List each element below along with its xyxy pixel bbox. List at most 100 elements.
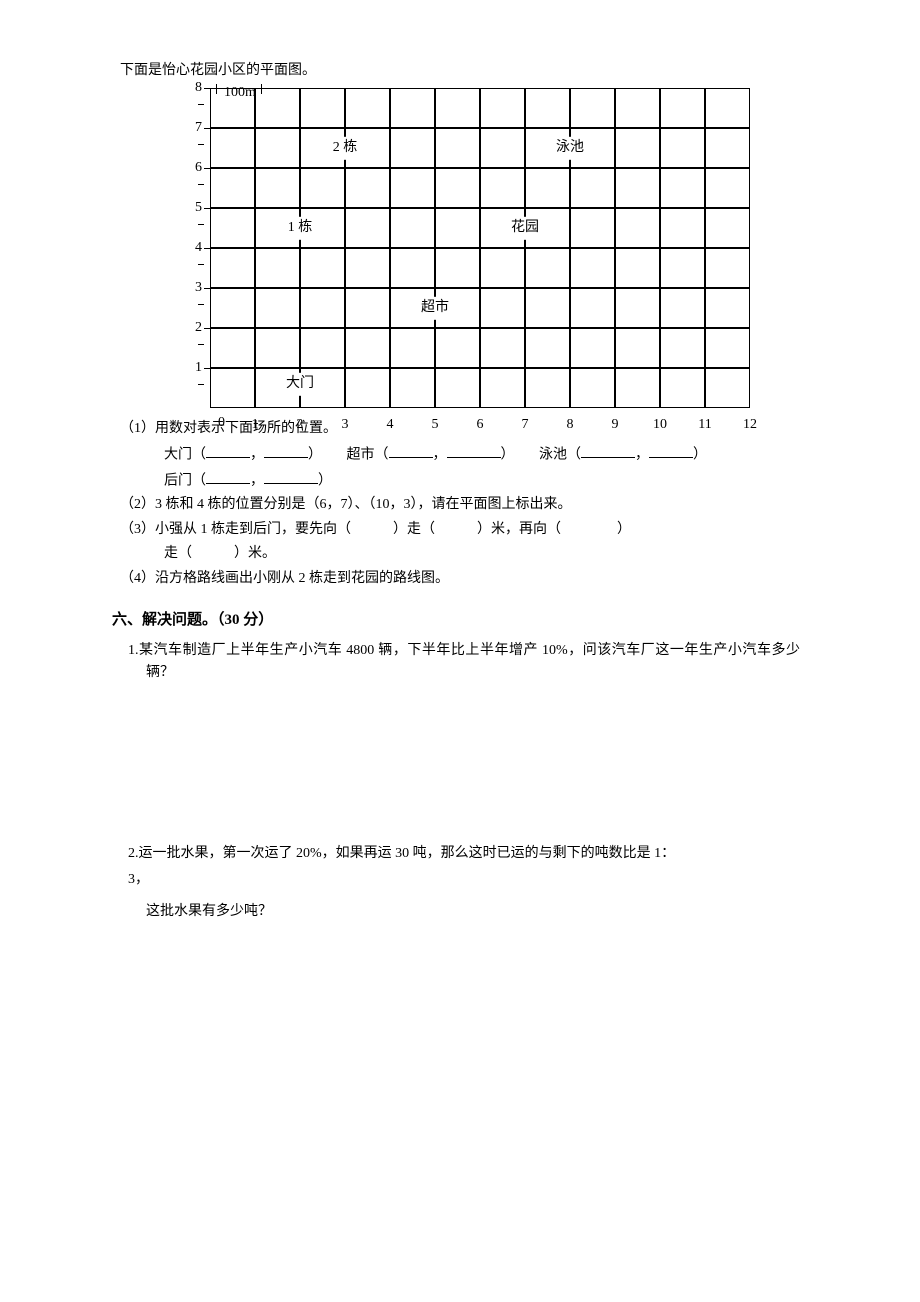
grid-cell xyxy=(255,248,300,288)
grid-cell xyxy=(300,328,345,368)
grid-cell xyxy=(570,328,615,368)
grid-cell xyxy=(435,128,480,168)
y-tick-label: 5 xyxy=(195,197,202,219)
grid-cell xyxy=(660,368,705,408)
grid-cell xyxy=(255,88,300,128)
y-tick-mark xyxy=(204,288,210,289)
y-tick-label: 4 xyxy=(195,237,202,259)
grid-cell xyxy=(705,128,750,168)
q1-chaoshi: 超市（ xyxy=(347,447,389,462)
grid-cell xyxy=(660,328,705,368)
y-tick-mark xyxy=(204,328,210,329)
blank[interactable] xyxy=(206,469,250,484)
grid-cell xyxy=(390,168,435,208)
grid-cell xyxy=(255,288,300,328)
y-tick-mark xyxy=(204,128,210,129)
grid-cell xyxy=(345,288,390,328)
sep: ， xyxy=(635,447,649,462)
y-tick-mark xyxy=(204,368,210,369)
grid-label: 泳池 xyxy=(554,137,586,159)
grid-cell xyxy=(705,88,750,128)
grid-cell xyxy=(255,328,300,368)
grid-cell xyxy=(210,168,255,208)
grid-cell xyxy=(480,328,525,368)
work-space xyxy=(120,689,800,839)
x-tick-label: 11 xyxy=(698,414,711,436)
grid-cell xyxy=(255,168,300,208)
y-tick-mark xyxy=(198,224,204,225)
y-tick-mark xyxy=(198,384,204,385)
grid-cell xyxy=(615,208,660,248)
close: ） xyxy=(308,447,322,462)
floor-plan-chart: 123456781234567891011120100m2 栋泳池1 栋花园超市… xyxy=(210,88,800,408)
x-tick-label: 8 xyxy=(567,414,574,436)
grid-cell xyxy=(435,168,480,208)
grid-cell xyxy=(390,248,435,288)
y-tick-mark xyxy=(204,168,210,169)
grid-cell xyxy=(480,168,525,208)
grid-cell xyxy=(345,208,390,248)
problem-2-line2: 3， xyxy=(128,869,800,891)
grid-cell xyxy=(210,248,255,288)
grid-cell xyxy=(345,368,390,408)
grid-cell xyxy=(210,208,255,248)
grid-cell xyxy=(570,288,615,328)
grid-cell xyxy=(660,128,705,168)
grid-label: 大门 xyxy=(284,373,316,395)
blank[interactable] xyxy=(581,443,635,458)
grid-cell xyxy=(705,208,750,248)
x-tick-label: 4 xyxy=(387,414,394,436)
y-tick-mark xyxy=(204,88,210,89)
grid-label: 花园 xyxy=(509,217,541,239)
q1-damen: 大门（ xyxy=(164,447,206,462)
grid-cell xyxy=(660,248,705,288)
sep: ， xyxy=(433,447,447,462)
x-tick-label: 3 xyxy=(342,414,349,436)
grid-cell xyxy=(480,248,525,288)
grid-cell xyxy=(705,168,750,208)
grid-cell xyxy=(660,168,705,208)
grid-cell xyxy=(570,208,615,248)
grid-cell xyxy=(300,88,345,128)
grid-cell xyxy=(705,368,750,408)
y-tick-mark xyxy=(198,144,204,145)
q4: （4）沿方格路线画出小刚从 2 栋走到花园的路线图。 xyxy=(120,568,800,590)
blank[interactable] xyxy=(649,443,693,458)
grid-cell xyxy=(390,128,435,168)
grid-cell xyxy=(615,88,660,128)
x-tick-label: 6 xyxy=(477,414,484,436)
close: ） xyxy=(318,473,332,488)
grid-cell xyxy=(480,128,525,168)
x-tick-label: 2 xyxy=(297,414,304,436)
q3a: （3）小强从 1 栋走到后门，要先向（ ）走（ ）米，再向（ ） xyxy=(120,519,800,541)
blank[interactable] xyxy=(206,443,250,458)
blank[interactable] xyxy=(447,443,501,458)
grid-cell xyxy=(390,368,435,408)
grid-cell xyxy=(435,328,480,368)
blank[interactable] xyxy=(389,443,433,458)
grid-cell xyxy=(660,88,705,128)
grid-cell xyxy=(300,288,345,328)
grid-cell xyxy=(390,208,435,248)
grid-cell xyxy=(615,368,660,408)
blank[interactable] xyxy=(264,469,318,484)
grid-cell xyxy=(300,248,345,288)
grid-cell xyxy=(435,368,480,408)
scale-label: 100m xyxy=(224,82,256,104)
blank[interactable] xyxy=(264,443,308,458)
q1-line2: 后门（，） xyxy=(164,469,800,493)
grid-cell xyxy=(705,248,750,288)
grid-cell xyxy=(210,328,255,368)
grid-cell xyxy=(660,208,705,248)
q1-houmen: 后门（ xyxy=(164,473,206,488)
grid-cell xyxy=(435,208,480,248)
grid-cell xyxy=(210,368,255,408)
grid-cell xyxy=(210,128,255,168)
grid-cell xyxy=(435,248,480,288)
grid-cell xyxy=(345,328,390,368)
grid-cell xyxy=(525,288,570,328)
problem-1: 1.某汽车制造厂上半年生产小汽车 4800 辆，下半年比上半年增产 10%，问该… xyxy=(128,640,800,685)
question-block: （1）用数对表示下面场所的位置。 大门（，） 超市（，） 泳池（，） 后门（，）… xyxy=(120,418,800,590)
x-tick-label: 5 xyxy=(432,414,439,436)
origin-label: 0 xyxy=(218,412,225,434)
